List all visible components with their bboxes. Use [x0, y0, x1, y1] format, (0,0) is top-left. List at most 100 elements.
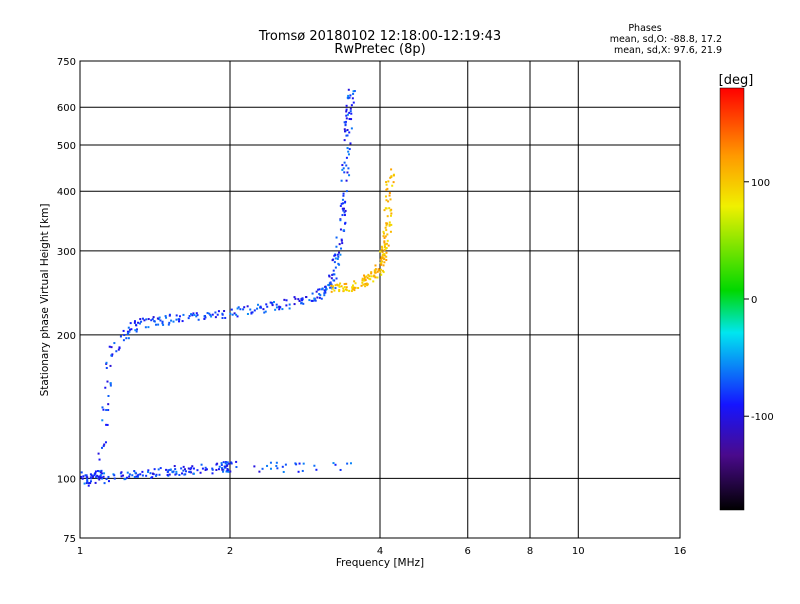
data-point [155, 473, 158, 476]
data-point [374, 264, 377, 267]
data-point [392, 181, 395, 184]
data-point [385, 242, 388, 245]
data-point [204, 316, 207, 319]
x-tick-label: 6 [465, 546, 471, 557]
data-point [333, 289, 336, 292]
data-point [338, 285, 341, 288]
data-point [350, 112, 353, 115]
data-point [86, 481, 89, 484]
x-tick-label: 8 [527, 546, 533, 557]
data-point [246, 305, 249, 308]
data-point [91, 476, 94, 479]
colorbar-tick-label: -100 [751, 412, 774, 423]
data-point [264, 310, 267, 313]
data-point [175, 314, 178, 317]
data-point [111, 353, 114, 356]
data-point [97, 469, 100, 472]
data-point [297, 470, 300, 473]
data-point [150, 476, 153, 479]
data-point [103, 443, 106, 446]
data-point [348, 148, 351, 151]
data-point [383, 257, 386, 260]
data-point [189, 471, 192, 474]
data-point [338, 290, 341, 293]
data-points [80, 88, 395, 487]
data-point [104, 386, 107, 389]
data-point [275, 303, 278, 306]
data-point [224, 462, 227, 465]
data-point [348, 174, 351, 177]
data-point [300, 299, 303, 302]
data-point [266, 464, 269, 467]
data-point [192, 472, 195, 475]
data-point [220, 467, 223, 470]
y-tick-label: 400 [57, 187, 76, 198]
data-point [206, 312, 209, 315]
data-point [329, 286, 332, 289]
data-point [383, 252, 386, 255]
data-point [342, 202, 345, 205]
data-point [159, 467, 162, 470]
data-point [345, 164, 348, 167]
data-point [188, 315, 191, 318]
data-point [278, 308, 281, 311]
data-point [102, 408, 105, 411]
data-point [183, 473, 186, 476]
data-point [118, 346, 121, 349]
x-axis-ticks: 1 2 4 6 8 10 16 [77, 546, 687, 557]
data-point [380, 263, 383, 266]
data-point [285, 299, 288, 302]
data-point [101, 419, 104, 422]
data-point [343, 161, 346, 164]
data-point [169, 468, 172, 471]
data-point [135, 330, 138, 333]
data-point [159, 319, 162, 322]
data-point [348, 117, 351, 120]
data-point [350, 127, 353, 130]
data-point [370, 275, 373, 278]
data-point [133, 320, 136, 323]
data-point [390, 223, 393, 226]
data-point [341, 207, 344, 210]
data-point [344, 120, 347, 123]
data-point [384, 235, 387, 238]
data-point [388, 224, 391, 227]
data-point [323, 289, 326, 292]
data-point [316, 296, 319, 299]
data-point [385, 181, 388, 184]
data-point [155, 474, 158, 477]
data-point [220, 462, 223, 465]
data-point [151, 476, 154, 479]
data-point [205, 468, 208, 471]
data-point [174, 473, 177, 476]
data-point [100, 446, 103, 449]
data-point [281, 465, 284, 468]
data-point [330, 290, 333, 293]
data-point [105, 423, 108, 426]
y-tick-label: 75 [63, 534, 76, 545]
data-point [105, 362, 108, 365]
x-tick-label: 4 [377, 546, 383, 557]
data-point [101, 472, 104, 475]
data-point [94, 472, 97, 475]
x-tick-label: 10 [572, 546, 585, 557]
data-point [276, 467, 279, 470]
data-point [195, 315, 198, 318]
data-point [171, 470, 174, 473]
data-point [174, 468, 177, 471]
data-point [122, 339, 125, 342]
data-point [385, 222, 388, 225]
data-point [185, 470, 188, 473]
data-point [96, 474, 99, 477]
data-point [242, 308, 245, 311]
data-point [222, 461, 225, 464]
data-point [274, 308, 277, 311]
data-point [108, 345, 111, 348]
data-point [87, 482, 90, 485]
data-point [284, 463, 287, 466]
data-point [324, 288, 327, 291]
data-point [366, 284, 369, 287]
data-point [275, 461, 278, 464]
data-point [298, 462, 301, 465]
data-point [349, 462, 352, 465]
